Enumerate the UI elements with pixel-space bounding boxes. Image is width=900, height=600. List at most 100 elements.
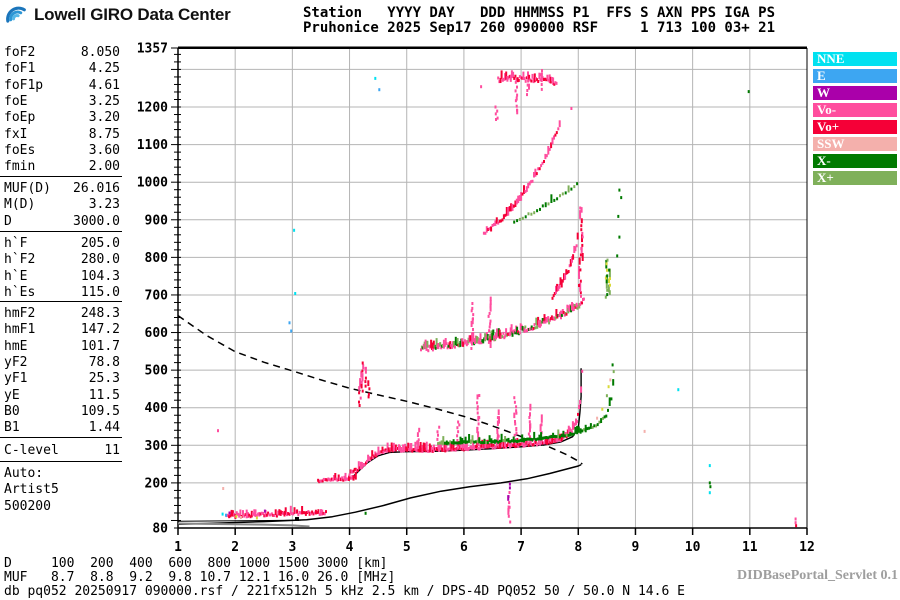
series-es-trace xyxy=(225,505,327,519)
param-value: 3000.0 xyxy=(73,213,120,229)
series-hop2-x-dots xyxy=(616,188,623,258)
param-label: fmin xyxy=(4,159,36,175)
panel-row-hmf2: hmF2 248.3 xyxy=(4,306,120,321)
param-label: h`E xyxy=(4,268,28,284)
svg-text:200: 200 xyxy=(145,476,169,491)
panel-row-b1: B1 1.44 xyxy=(4,420,120,435)
param-label: foEp xyxy=(4,110,36,126)
param-label: yF1 xyxy=(4,371,28,387)
param-value: 78.8 xyxy=(88,354,120,370)
param-value: 101.7 xyxy=(80,338,120,354)
auto-line-0: Auto: xyxy=(4,466,44,481)
param-value: 3.25 xyxy=(88,93,120,109)
svg-text:6: 6 xyxy=(460,540,468,555)
param-value: 147.2 xyxy=(80,322,120,338)
svg-text:12: 12 xyxy=(799,540,815,555)
legend-item-ssw: SSW xyxy=(813,137,897,151)
panel-row-hmf1: hmF1 147.2 xyxy=(4,322,120,337)
param-value: 4.25 xyxy=(88,61,120,77)
series-high-rise xyxy=(482,120,561,235)
panel-row-mufd: MUF(D) 26.016 xyxy=(4,181,120,196)
svg-text:7: 7 xyxy=(517,540,525,555)
param-value: 1.44 xyxy=(88,420,120,436)
param-value: 3.60 xyxy=(88,142,120,158)
panel-row-hme: hmE 101.7 xyxy=(4,339,120,354)
param-value: 205.0 xyxy=(80,236,120,251)
panel-row-fof1p: foF1p 4.61 xyxy=(4,78,120,93)
curve-transmission-curve xyxy=(177,314,583,465)
svg-text:700: 700 xyxy=(145,288,169,303)
svg-text:1200: 1200 xyxy=(137,101,168,116)
series-x-diag xyxy=(513,182,579,224)
param-label: foEs xyxy=(4,142,36,158)
panel-row-yf2: yF2 78.8 xyxy=(4,355,120,370)
param-label: B0 xyxy=(4,403,20,419)
header-block: Station YYYY DAY DDD HHMMSS P1 FFS S AXN… xyxy=(303,6,775,36)
param-label: foF2 xyxy=(4,45,36,60)
svg-text:2: 2 xyxy=(231,540,239,555)
svg-text:11: 11 xyxy=(742,540,758,555)
param-value: 25.3 xyxy=(88,371,120,387)
param-value: 3.20 xyxy=(88,110,120,126)
panel-separator xyxy=(0,461,122,462)
panel-row-foes: foEs 3.60 xyxy=(4,143,120,158)
series-hop2-rise xyxy=(551,232,579,300)
svg-text:1: 1 xyxy=(174,540,182,555)
svg-text:1100: 1100 xyxy=(137,138,168,153)
plot-top-border xyxy=(178,46,807,49)
svg-text:10: 10 xyxy=(685,540,701,555)
logo-text: Lowell GIRO Data Center xyxy=(34,5,231,24)
panel-row-foe: foE 3.25 xyxy=(4,94,120,109)
param-value: 109.5 xyxy=(80,403,120,419)
panel-row-b0: B0 109.5 xyxy=(4,404,120,419)
direction-polarization-legend: NNE E W Vo- Vo+ SSW X- X+ xyxy=(813,52,897,188)
panel-row-ye: yE 11.5 xyxy=(4,388,120,403)
panel-row-md: M(D) 3.23 xyxy=(4,197,120,212)
param-value: 26.016 xyxy=(73,181,120,196)
panel-row-d: D 3000.0 xyxy=(4,214,120,229)
param-label: h`F xyxy=(4,236,28,251)
param-value: 4.61 xyxy=(88,77,120,93)
param-value: 8.75 xyxy=(88,126,120,142)
legend-item-w: W xyxy=(813,86,897,100)
param-label: h`F2 xyxy=(4,252,36,268)
svg-text:900: 900 xyxy=(145,213,169,228)
series-stray-points xyxy=(217,76,798,528)
muf-row: MUF 8.7 8.8 9.2 9.8 10.7 12.1 16.0 26.0 … xyxy=(4,570,396,585)
param-value: 3.23 xyxy=(88,197,120,213)
param-value: 8.050 xyxy=(80,45,120,60)
series-x-accents xyxy=(596,363,615,420)
panel-row-clevel: C-level 11 xyxy=(4,443,120,458)
curve-e-fitted-black xyxy=(177,519,301,522)
series-f1-trace xyxy=(317,471,357,484)
legend-item-x: X+ xyxy=(813,171,897,185)
logo: Lowell GIRO Data Center xyxy=(5,4,231,26)
panel-row-hes: h`Es 115.0 xyxy=(4,285,120,300)
header-line-1: Station YYYY DAY DDD HHMMSS P1 FFS S AXN… xyxy=(303,5,776,21)
param-value: 280.0 xyxy=(80,252,120,268)
param-label: B1 xyxy=(4,420,20,436)
param-label: M(D) xyxy=(4,197,36,213)
legend-item-x: X- xyxy=(813,154,897,168)
param-label: C-level xyxy=(4,443,59,458)
panel-separator xyxy=(0,176,122,177)
svg-text:4: 4 xyxy=(346,540,354,555)
giro-wave-icon xyxy=(6,6,26,23)
measurement-info-line: db pq052 20250917 090000.rsf / 221fx512h… xyxy=(4,584,685,599)
series-f1-cusp xyxy=(358,361,371,407)
param-value: 2.00 xyxy=(88,159,120,175)
panel-row-fof1: foF1 4.25 xyxy=(4,61,120,76)
param-label: D xyxy=(4,213,12,229)
panel-row-foep: foEp 3.20 xyxy=(4,110,120,125)
series-hop2-x xyxy=(604,258,611,299)
panel-row-fxi: fxI 8.75 xyxy=(4,127,120,142)
param-label: foF1 xyxy=(4,61,36,77)
svg-text:1000: 1000 xyxy=(137,176,168,191)
servlet-version-label: DIDBasePortal_Servlet 0.1 xyxy=(737,568,898,583)
legend-item-nne: NNE xyxy=(813,52,897,66)
series-w-column xyxy=(507,482,512,524)
param-value: 11 xyxy=(104,443,120,458)
e-marker xyxy=(295,517,299,521)
param-label: hmE xyxy=(4,338,28,354)
series-f2-x-trace xyxy=(437,379,615,446)
